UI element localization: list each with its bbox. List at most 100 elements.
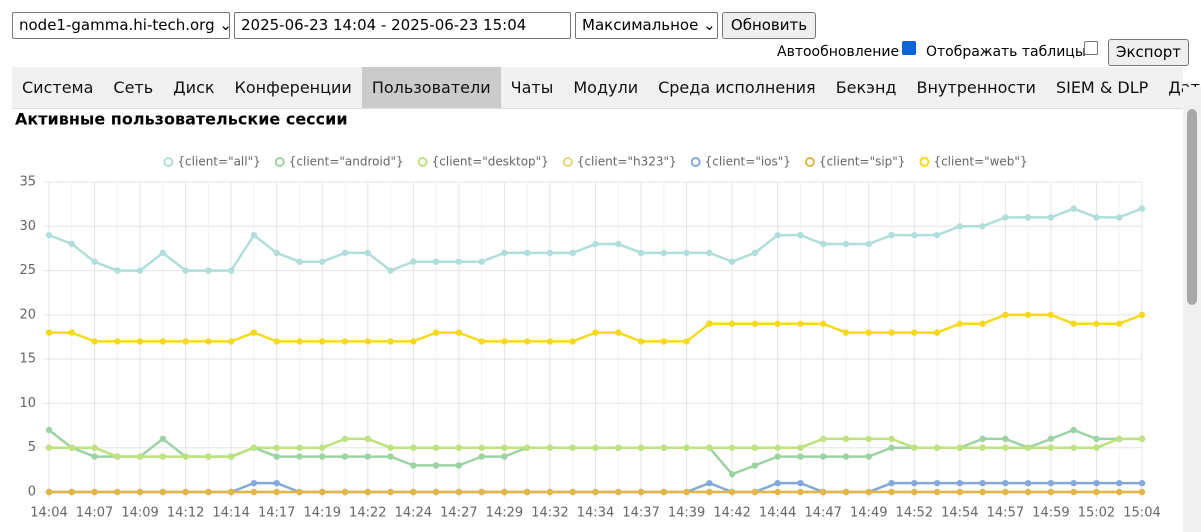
autoupdate-checkbox[interactable] — [902, 41, 916, 55]
data-point — [751, 320, 759, 327]
data-point — [1070, 444, 1077, 451]
data-point — [842, 435, 850, 443]
data-point — [159, 338, 167, 345]
data-point — [1116, 214, 1123, 221]
data-point — [842, 488, 850, 496]
data-point — [364, 453, 371, 460]
legend-swatch — [417, 157, 428, 167]
data-point — [1002, 479, 1009, 487]
data-point — [706, 444, 713, 451]
data-point — [1070, 479, 1077, 487]
data-point — [911, 479, 918, 487]
data-point — [683, 338, 690, 345]
data-point — [364, 338, 371, 345]
mode-select[interactable]: Максимальное ⌄ — [575, 12, 718, 39]
data-point — [136, 488, 144, 496]
x-tick-label: 14:29 — [486, 506, 523, 521]
data-point — [615, 488, 622, 496]
data-point — [1070, 205, 1077, 212]
data-point — [615, 444, 622, 451]
data-point — [728, 444, 736, 451]
data-point — [933, 231, 941, 239]
data-point — [751, 444, 759, 451]
x-tick-label: 14:24 — [395, 506, 432, 521]
data-point — [159, 435, 167, 443]
tab[interactable]: Внутренности — [916, 78, 1036, 97]
data-point — [319, 453, 326, 460]
data-point — [182, 338, 189, 345]
x-tick-label: 14:37 — [622, 506, 659, 521]
refresh-button[interactable]: Обновить — [722, 12, 816, 39]
data-point — [1138, 435, 1146, 443]
data-point — [341, 249, 349, 257]
mode-text: Максимальное — [582, 16, 699, 34]
data-point — [432, 488, 440, 496]
data-point — [1093, 320, 1100, 327]
data-point — [797, 488, 804, 496]
data-point — [478, 338, 485, 345]
data-point — [1116, 479, 1123, 487]
tab[interactable]: Чаты — [510, 78, 554, 97]
tab[interactable]: SIEM & DLP — [1055, 78, 1149, 97]
data-point — [410, 258, 417, 265]
data-point — [728, 258, 736, 265]
x-tick-label: 14:44 — [759, 506, 796, 521]
legend-label: {client="sip"} — [819, 155, 906, 169]
data-point — [774, 453, 781, 460]
node-select[interactable]: node1-gamma.hi-tech.org ⌄ — [12, 12, 230, 39]
data-point — [1093, 435, 1100, 443]
data-point — [319, 258, 326, 265]
y-tick-label: 20 — [19, 307, 36, 322]
range-input[interactable]: 2025-06-23 14:04 - 2025-06-23 15:04 — [234, 12, 571, 39]
data-point — [387, 444, 394, 451]
data-point — [569, 338, 576, 345]
legend-swatch — [274, 157, 285, 167]
data-point — [546, 249, 554, 257]
data-point — [341, 488, 349, 496]
data-point — [774, 444, 781, 451]
legend-swatch — [163, 157, 174, 167]
tab[interactable]: Диск — [173, 78, 215, 97]
data-point — [273, 479, 280, 487]
data-point — [1138, 488, 1146, 496]
data-point — [205, 338, 212, 345]
data-point — [432, 258, 440, 265]
data-point — [273, 444, 280, 451]
y-tick-label: 25 — [19, 263, 36, 278]
show-tables-checkbox[interactable] — [1084, 41, 1098, 55]
tab[interactable]: Бекэнд — [835, 78, 897, 97]
tab[interactable]: Сеть — [113, 78, 154, 97]
data-point — [136, 267, 144, 274]
data-point — [820, 488, 827, 496]
legend-swatch — [562, 157, 573, 167]
data-point — [956, 223, 964, 230]
data-point — [114, 267, 121, 274]
data-point — [615, 240, 622, 248]
data-point — [91, 338, 98, 345]
tab[interactable]: Система — [22, 78, 94, 97]
data-point — [501, 444, 508, 451]
chart: Активные пользовательские сессии 0 5 10 15 2… — [15, 110, 1161, 521]
tab[interactable]: Модули — [573, 78, 639, 97]
data-point — [250, 488, 258, 496]
data-point — [478, 488, 485, 496]
scrollbar[interactable] — [1183, 87, 1201, 532]
data-point — [45, 426, 53, 434]
data-point — [455, 444, 463, 451]
data-point — [1024, 311, 1032, 319]
node-text: node1-gamma.hi-tech.org — [19, 16, 215, 34]
data-point — [205, 267, 212, 274]
data-point — [455, 462, 463, 469]
legend-label: {client="desktop"} — [432, 155, 549, 169]
data-point — [774, 488, 781, 496]
data-point — [728, 320, 736, 327]
data-point — [1138, 311, 1146, 319]
data-point — [250, 231, 258, 239]
tab[interactable]: Среда исполнения — [658, 78, 816, 97]
data-point — [159, 488, 167, 496]
scroll-thumb[interactable] — [1187, 109, 1197, 305]
tab[interactable]: Пользователи — [361, 67, 501, 108]
export-button[interactable]: Экспорт — [1108, 39, 1189, 66]
tab[interactable]: Конференции — [234, 78, 352, 97]
